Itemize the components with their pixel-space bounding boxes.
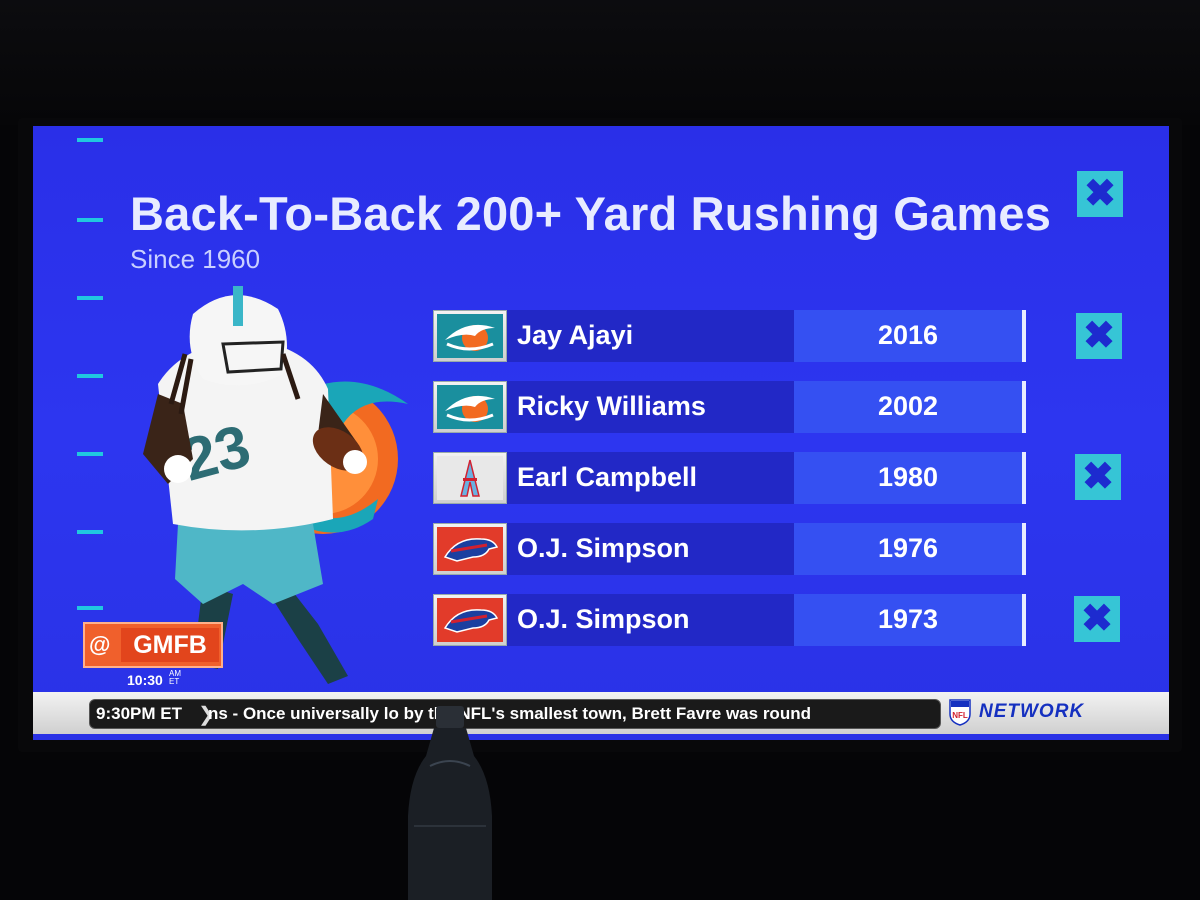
network-wordmark: NETWORK — [979, 701, 1085, 722]
player-name: Ricky Williams — [517, 391, 706, 421]
bills-logo — [433, 594, 507, 646]
nfl-network-logo: NFL NETWORK — [949, 698, 1139, 728]
graphic-subtitle: Since 1960 — [130, 244, 261, 274]
x-marker-icon: ✖ — [1074, 596, 1120, 642]
year-cell: 2002 — [794, 381, 1022, 433]
yard-line-tick — [77, 452, 103, 456]
row-edge — [1022, 310, 1026, 362]
oilers-logo — [433, 452, 507, 504]
svg-text:NFL: NFL — [952, 711, 968, 720]
ticker-time: 9:30PM ET — [96, 704, 182, 723]
player-name: Jay Ajayi — [517, 320, 634, 350]
table-row: Ricky Williams 2002 — [433, 381, 1026, 433]
news-ticker: 9:30PM ET ❯ ns - Once universally lo by … — [33, 692, 1169, 734]
bills-logo — [433, 523, 507, 575]
gmfb-ampm: AM ET — [169, 669, 181, 686]
season-year: 2016 — [877, 320, 939, 350]
gmfb-show-name: GMFB — [121, 628, 219, 662]
yard-line-tick — [77, 138, 103, 142]
row-edge — [1022, 381, 1026, 433]
season-year: 1976 — [877, 533, 939, 563]
gmfb-at-symbol: @ — [89, 632, 111, 657]
row-edge — [1022, 594, 1026, 646]
gmfb-show-bug: @ GMFB 10:30 AM ET — [83, 622, 225, 694]
gmfb-time: 10:30 — [127, 672, 163, 688]
player-name-cell: Earl Campbell — [507, 452, 794, 504]
year-cell: 1973 — [794, 594, 1022, 646]
ticker-bar: 9:30PM ET ❯ ns - Once universally lo by … — [89, 699, 941, 729]
player-name: Earl Campbell — [517, 462, 698, 492]
yard-line-tick — [77, 530, 103, 534]
x-marker-icon: ✖ — [1075, 454, 1121, 500]
tv-screen: Back-To-Back 200+ Yard Rushing Games Sin… — [33, 126, 1169, 740]
player-name-cell: O.J. Simpson — [507, 594, 794, 646]
player-name-cell: O.J. Simpson — [507, 523, 794, 575]
player-name-cell: Ricky Williams — [507, 381, 794, 433]
player-name: O.J. Simpson — [517, 533, 690, 563]
row-edge — [1022, 523, 1026, 575]
chevron-right-icon: ❯ — [198, 704, 215, 726]
yard-line-tick — [77, 296, 103, 300]
row-edge — [1022, 452, 1026, 504]
yard-line-tick — [77, 606, 103, 610]
season-year: 2002 — [877, 391, 939, 421]
table-row: O.J. Simpson 1973 — [433, 594, 1026, 646]
year-cell: 2016 — [794, 310, 1022, 362]
table-row: Jay Ajayi 2016 — [433, 310, 1026, 362]
yard-line-tick — [77, 374, 103, 378]
x-marker-icon: ✖ — [1077, 171, 1123, 217]
yard-line-tick — [77, 218, 103, 222]
season-year: 1973 — [877, 604, 939, 634]
gmfb-logo: @ GMFB — [83, 622, 223, 668]
nfl-shield-icon: NFL — [949, 699, 971, 726]
water-bottle — [408, 706, 492, 900]
dolphins-logo — [433, 310, 507, 362]
room-background — [0, 0, 1200, 125]
table-row: Earl Campbell 1980 — [433, 452, 1026, 504]
year-cell: 1976 — [794, 523, 1022, 575]
player-name-cell: Jay Ajayi — [507, 310, 794, 362]
year-cell: 1980 — [794, 452, 1022, 504]
x-marker-icon: ✖ — [1076, 313, 1122, 359]
player-name: O.J. Simpson — [517, 604, 690, 634]
player-photo: 23 — [143, 286, 408, 684]
ticker-headline: ns - Once universally lo by the NFL's sm… — [208, 704, 811, 723]
graphic-title: Back-To-Back 200+ Yard Rushing Games — [130, 187, 1052, 240]
season-year: 1980 — [877, 462, 939, 492]
table-row: O.J. Simpson 1976 — [433, 523, 1026, 575]
dolphins-logo — [433, 381, 507, 433]
